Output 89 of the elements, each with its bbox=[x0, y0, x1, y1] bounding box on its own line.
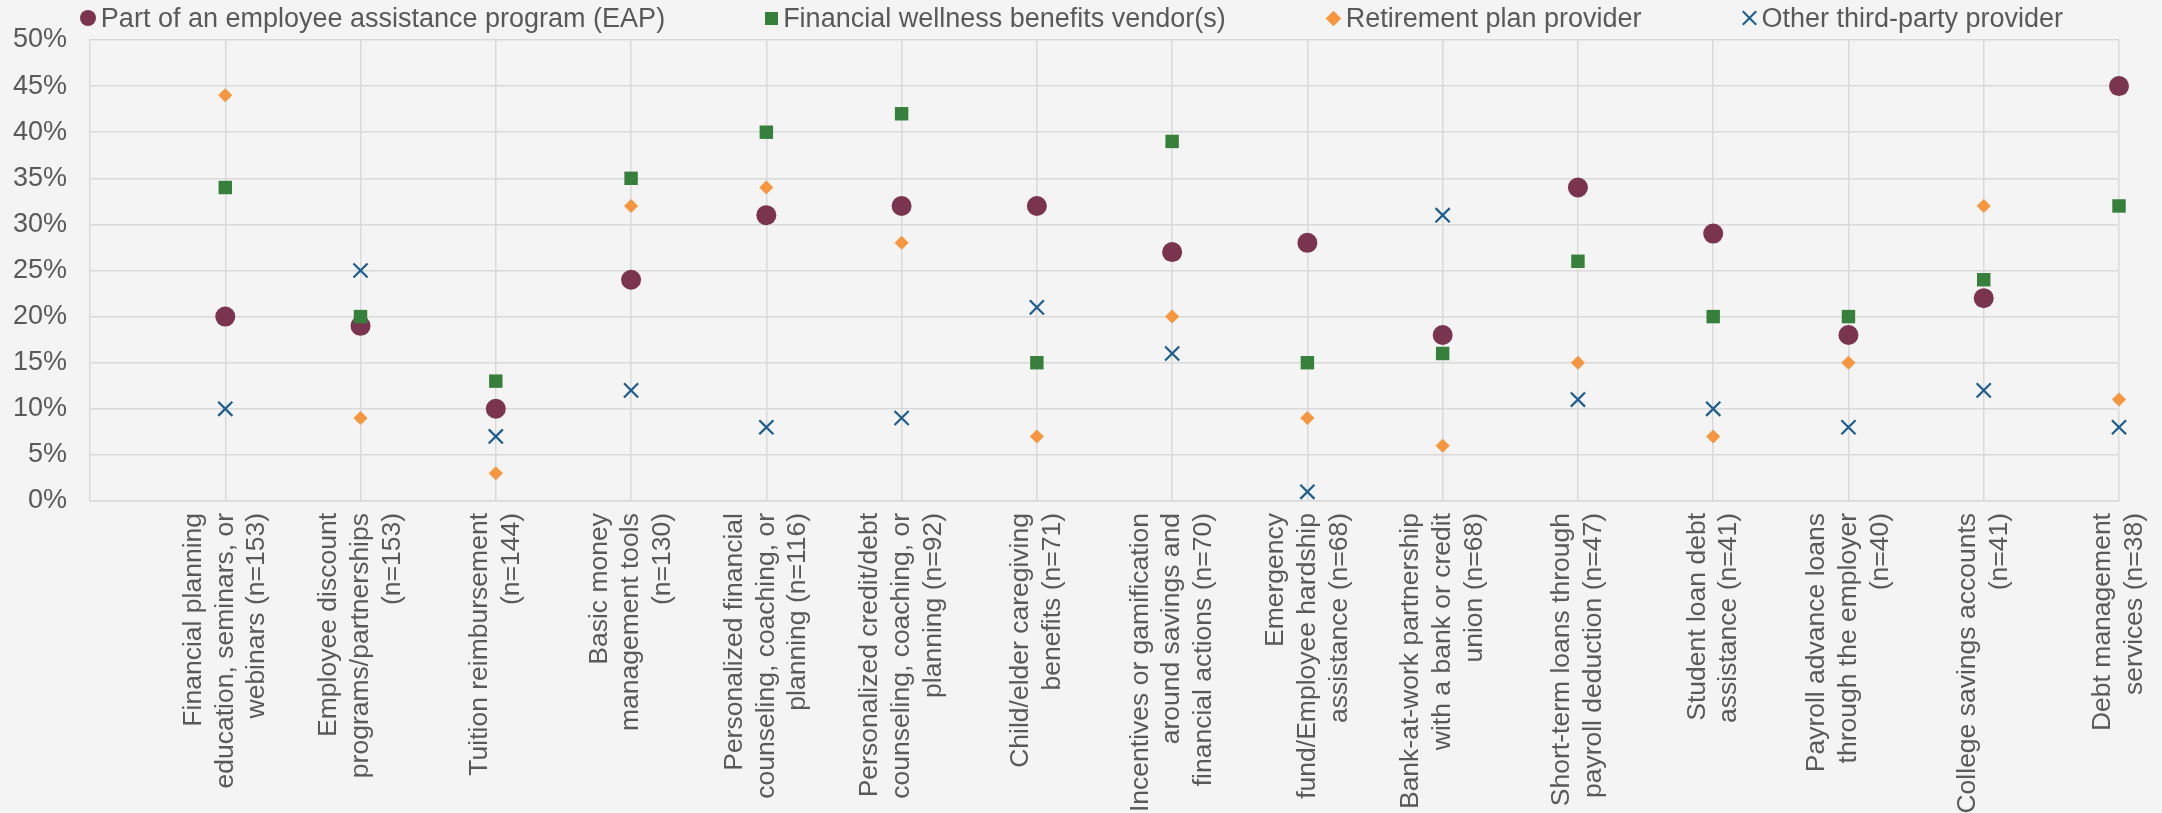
y-tick-label: 10% bbox=[12, 392, 67, 423]
point bbox=[217, 400, 234, 417]
x-tick-label: Financial planning education, seminars, or webinars (n=153) bbox=[176, 512, 271, 789]
point bbox=[2109, 76, 2129, 97]
point bbox=[489, 374, 503, 388]
point bbox=[352, 262, 369, 279]
point bbox=[622, 382, 640, 399]
x-tick-label: Debt management services (n=38) bbox=[2086, 512, 2149, 732]
point bbox=[894, 107, 909, 121]
point bbox=[894, 235, 909, 250]
point bbox=[1026, 195, 1047, 216]
point bbox=[1163, 345, 1181, 362]
point bbox=[759, 180, 774, 195]
y-tick-label: 0% bbox=[27, 484, 67, 515]
y-tick-label: 40% bbox=[12, 115, 67, 146]
x-tick-label: Emergency fund/Employee hardship assistance (n=68) bbox=[1258, 512, 1353, 799]
point bbox=[2112, 199, 2126, 213]
point bbox=[218, 88, 233, 103]
legend-label: Retirement plan provider bbox=[1345, 2, 1642, 34]
x-tick-label: Short-term loans through payroll deduction (n=47) bbox=[1545, 513, 1608, 807]
point bbox=[1570, 355, 1585, 370]
point bbox=[624, 171, 638, 186]
point bbox=[1703, 223, 1724, 244]
point bbox=[1977, 273, 1991, 287]
point bbox=[1571, 254, 1585, 268]
point bbox=[1300, 355, 1315, 370]
point bbox=[1299, 483, 1316, 500]
point bbox=[1029, 429, 1044, 444]
point bbox=[759, 125, 774, 139]
point bbox=[1973, 288, 1994, 309]
y-tick-label: 5% bbox=[27, 438, 67, 469]
point bbox=[218, 180, 232, 195]
x-tick-label: Personalized credit/debt counseling, coaching, or planning (n=92) bbox=[853, 512, 947, 799]
point bbox=[1028, 299, 1046, 316]
x-tick-label: Payroll advance loans through the employer (n=40) bbox=[1799, 512, 1894, 773]
x-tick-label: Personalized financial counseling, coaching, or planning (n=116) bbox=[717, 512, 812, 799]
legend-label: Other third-party provider bbox=[1761, 2, 2064, 34]
point bbox=[756, 205, 777, 226]
point bbox=[1435, 346, 1450, 361]
x-tick-label: College savings accounts (n=41) bbox=[1951, 513, 2013, 813]
point bbox=[1975, 382, 1992, 399]
x-tick-label: Bank-at-work partnership with a bank or credit union (n=68) bbox=[1394, 512, 1488, 810]
point bbox=[1162, 242, 1183, 263]
y-tick-label: 25% bbox=[12, 253, 67, 284]
point bbox=[1300, 411, 1315, 426]
point bbox=[1165, 309, 1180, 324]
point bbox=[1434, 207, 1451, 224]
point bbox=[1567, 177, 1588, 198]
x-tick-label: Employee discount programs/partnerships (n=153) bbox=[312, 512, 406, 779]
x-tick-label: Child/elder caregiving benefits (n=71) bbox=[1004, 513, 1067, 768]
point bbox=[1838, 325, 1859, 346]
y-tick-label: 35% bbox=[12, 161, 67, 192]
point bbox=[758, 419, 775, 436]
y-tick-label: 30% bbox=[12, 207, 67, 238]
point bbox=[2112, 392, 2126, 407]
y-tick-label: 20% bbox=[12, 300, 67, 331]
point bbox=[1841, 309, 1856, 324]
y-tick-label: 50% bbox=[12, 23, 67, 54]
legend-label: Financial wellness benefits vendor(s) bbox=[783, 2, 1226, 34]
point bbox=[487, 428, 504, 445]
point bbox=[1030, 355, 1044, 370]
point bbox=[353, 309, 368, 324]
point bbox=[1435, 438, 1450, 453]
point bbox=[1706, 429, 1721, 444]
point bbox=[624, 198, 639, 213]
point bbox=[1976, 198, 1991, 213]
point bbox=[485, 398, 506, 419]
point bbox=[353, 411, 368, 426]
point bbox=[1297, 232, 1318, 253]
x-tick-label: Incentives or gamification around savings and financial actions (n=70) bbox=[1123, 513, 1218, 813]
point bbox=[1432, 325, 1453, 346]
x-tick-label: Basic money management tools (n=130) bbox=[582, 512, 677, 732]
y-tick-label: 45% bbox=[12, 69, 67, 100]
x-tick-label: Tuition reimbursement (n=144) bbox=[463, 512, 526, 776]
point bbox=[215, 306, 236, 327]
point bbox=[1706, 309, 1720, 324]
point bbox=[893, 409, 910, 427]
point bbox=[1165, 134, 1179, 149]
x-tick-label: Student loan debt assistance (n=41) bbox=[1680, 512, 1743, 723]
y-tick-label: 15% bbox=[12, 346, 67, 377]
point bbox=[891, 195, 912, 216]
point bbox=[1840, 419, 1857, 436]
point bbox=[1841, 355, 1856, 370]
point bbox=[621, 269, 642, 290]
point bbox=[2110, 419, 2128, 436]
point bbox=[488, 466, 503, 481]
legend-label: Part of an employee assistance program (EAP) bbox=[100, 2, 666, 34]
point bbox=[1569, 391, 1587, 408]
point bbox=[1705, 400, 1722, 417]
